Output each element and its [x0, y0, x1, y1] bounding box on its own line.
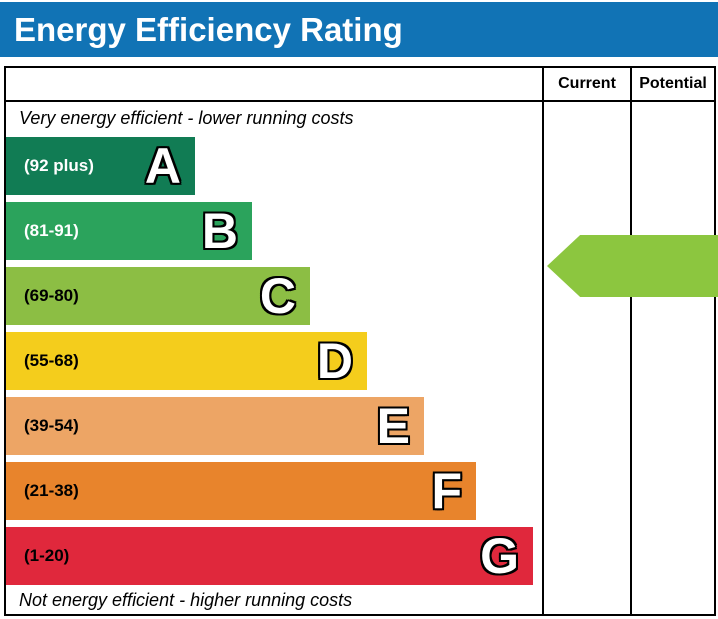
rating-table: Current Potential Very energy efficient … — [4, 66, 718, 616]
band-g-letter: G — [480, 528, 519, 584]
bottom-note: Not energy efficient - higher running co… — [19, 590, 353, 610]
chart-title-bar: Energy Efficiency Rating — [0, 2, 718, 57]
band-b-bar: (81-91) B — [6, 202, 252, 260]
band-b-letter: B — [201, 203, 238, 259]
band-a-bar: (92 plus) A — [6, 137, 195, 195]
band-d-range-label: (55-68) — [24, 351, 79, 370]
potential-column-header: Potential — [639, 75, 707, 92]
band-f-bar: (21-38) F — [6, 462, 476, 520]
column-divider-current — [542, 68, 544, 614]
band-b-range-label: (81-91) — [24, 221, 79, 240]
chart-title: Energy Efficiency Rating — [14, 10, 403, 48]
band-d-letter: D — [316, 333, 353, 389]
band-e-bar: (39-54) E — [6, 397, 424, 455]
band-a-range-label: (92 plus) — [24, 156, 94, 175]
top-note: Very energy efficient - lower running co… — [19, 108, 354, 128]
current-column-header: Current — [558, 75, 616, 92]
band-e-range-label: (39-54) — [24, 416, 79, 435]
band-g-bar: (1-20) G — [6, 527, 533, 585]
band-e-letter: E — [376, 398, 410, 454]
band-g-range-label: (1-20) — [24, 546, 70, 565]
column-divider-potential — [630, 68, 632, 614]
band-d-bar: (55-68) D — [6, 332, 367, 390]
band-c-bar: (69-80) C — [6, 267, 310, 325]
band-c-letter: C — [259, 268, 296, 324]
band-f-letter: F — [431, 463, 462, 519]
band-a-letter: A — [144, 138, 181, 194]
band-f-range-label: (21-38) — [24, 481, 79, 500]
header-separator-line — [6, 100, 714, 102]
band-c-range-label: (69-80) — [24, 286, 79, 305]
